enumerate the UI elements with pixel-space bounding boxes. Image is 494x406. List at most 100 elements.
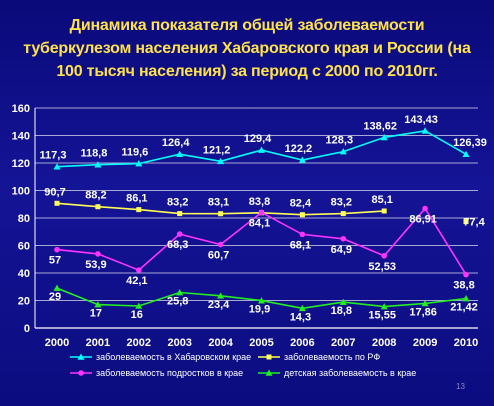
chart-title: Динамика показателя общей заболеваемости… [20, 14, 474, 83]
legend-item-3: заболеваемость подростков в крае [70, 368, 243, 378]
data-point [340, 235, 347, 242]
x-tick-label: 2010 [454, 337, 478, 349]
y-tick-label: 80 [18, 213, 30, 225]
data-point [339, 148, 347, 155]
data-point [463, 271, 469, 278]
data-label: 57 [49, 255, 61, 267]
data-label: 85,1 [371, 194, 392, 206]
legend-label: заболеваемость подростков в крае [96, 368, 243, 378]
data-label: 29 [49, 291, 61, 303]
data-point [380, 303, 388, 310]
data-label: 86,91 [409, 213, 437, 225]
y-tick-label: 140 [12, 131, 30, 143]
data-label: 23,4 [208, 299, 230, 311]
data-label: 126,39 [453, 137, 487, 149]
data-label: 82,4 [290, 198, 312, 210]
data-point [53, 163, 61, 170]
data-point [462, 295, 470, 302]
x-tick-label: 2000 [45, 337, 69, 349]
legend-item-1: заболеваемость в Хабаровском крае [70, 352, 251, 362]
x-tick-label: 2007 [331, 337, 355, 349]
legend-label: заболеваемость в Хабаровском крае [96, 352, 251, 362]
data-point [176, 150, 184, 157]
x-tick-label: 2001 [86, 337, 110, 349]
legend-label: детская заболеваемость в крае [284, 368, 416, 378]
data-label: 25,8 [167, 296, 188, 308]
data-point [77, 353, 85, 360]
data-point [421, 299, 429, 307]
data-label: 88,2 [85, 190, 106, 202]
data-point [380, 133, 388, 141]
data-label: 83,2 [167, 197, 188, 209]
data-point [381, 208, 387, 214]
data-point [94, 161, 102, 168]
data-label: 128,3 [326, 135, 354, 147]
chart-title-line-2: туберкулезом населения Хабаровского края… [23, 40, 471, 57]
data-label: 21,42 [450, 302, 478, 314]
series-4 [53, 284, 470, 312]
data-label: 19,9 [249, 304, 270, 316]
data-label: 38,8 [453, 280, 474, 292]
data-label: 17,86 [409, 306, 437, 318]
data-point [54, 200, 60, 206]
legend-item-4: детская заболеваемость в крае [258, 368, 416, 378]
y-tick-label: 60 [18, 241, 30, 253]
chart-series [53, 127, 470, 312]
data-label: 52,53 [368, 261, 396, 273]
y-tick-label: 100 [12, 186, 30, 198]
x-tick-label: 2008 [372, 337, 396, 349]
chart-title-line-1: Динамика показателя общей заболеваемости [69, 17, 425, 34]
data-label: 16 [131, 309, 143, 321]
data-label: 118,8 [80, 148, 107, 160]
data-label: 18,8 [331, 305, 352, 317]
data-label: 17 [90, 308, 102, 320]
chart-data-labels: 117,3 118,8 119,6 126,4 121,2 129,4 122,2 128,3… [40, 114, 487, 324]
data-label: 53,9 [85, 259, 106, 271]
x-tick-label: 2009 [413, 337, 437, 349]
data-label: 143,43 [404, 114, 438, 126]
data-label: 122,2 [285, 143, 313, 155]
data-point [339, 298, 347, 305]
page-number: 13 [456, 382, 465, 391]
data-point [340, 211, 346, 217]
data-point [136, 267, 142, 273]
x-tick-label: 2006 [290, 337, 314, 349]
data-point [298, 304, 306, 312]
chart-axes: 0 20 40 60 80 100 120 140 160 2000 2001 2002 2003 200… [12, 103, 479, 349]
data-point [422, 205, 428, 212]
data-point [135, 160, 143, 167]
data-point [95, 204, 101, 210]
data-label: 129,4 [244, 133, 272, 145]
legend-label: заболеваемость по РФ [284, 352, 380, 362]
data-label: 83,8 [249, 196, 270, 208]
y-tick-label: 40 [18, 268, 30, 280]
data-point [94, 301, 102, 308]
data-label: 86,1 [126, 193, 147, 205]
y-tick-label: 120 [12, 158, 30, 170]
data-point [218, 211, 224, 217]
data-label: 77,4 [463, 217, 485, 229]
y-tick-label: 20 [18, 296, 30, 308]
data-label: 60,7 [208, 250, 229, 262]
data-label: 68,1 [290, 239, 311, 251]
data-point [78, 370, 84, 376]
data-point [258, 146, 265, 153]
data-point [462, 150, 470, 158]
x-tick-label: 2003 [167, 337, 191, 349]
series-1 [53, 127, 470, 170]
x-tick-label: 2005 [249, 337, 273, 349]
data-label: 138,62 [363, 120, 397, 132]
data-label: 90,7 [44, 186, 65, 198]
data-label: 126,4 [162, 137, 190, 149]
data-point [463, 219, 469, 225]
data-point [421, 127, 429, 134]
data-point [265, 369, 273, 376]
data-point [176, 231, 183, 237]
data-label: 64,9 [331, 244, 352, 256]
data-point [299, 212, 305, 218]
data-point [381, 252, 388, 259]
data-point [95, 251, 101, 257]
data-point [266, 354, 272, 360]
data-label: 68,3 [167, 239, 188, 251]
